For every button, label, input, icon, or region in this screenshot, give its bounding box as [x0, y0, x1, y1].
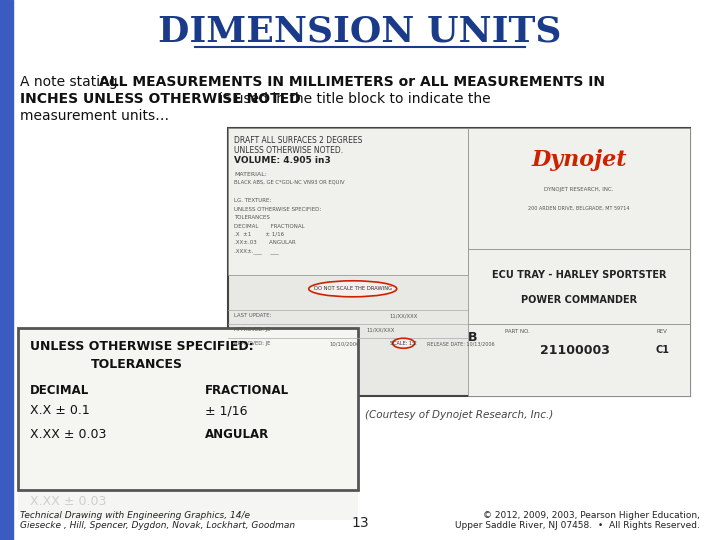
Text: LAST UPDATE:: LAST UPDATE: — [234, 313, 271, 318]
Ellipse shape — [392, 338, 415, 348]
Text: (Courtesy of Dynojet Research, Inc.): (Courtesy of Dynojet Research, Inc.) — [365, 410, 553, 420]
Bar — [228, 128, 690, 396]
Text: APPROVED: JE: APPROVED: JE — [234, 327, 271, 332]
Text: VOLUME: 4.905 in3: VOLUME: 4.905 in3 — [234, 156, 330, 165]
Text: FRACTIONAL: FRACTIONAL — [205, 384, 289, 397]
Text: Dynojet: Dynojet — [531, 149, 627, 171]
Text: X.XX ± 0.03: X.XX ± 0.03 — [30, 428, 107, 441]
Text: 11/XX/XXX: 11/XX/XXX — [390, 313, 418, 318]
Text: DIMENSION UNITS: DIMENSION UNITS — [158, 15, 562, 49]
Text: REV: REV — [657, 329, 667, 334]
Text: 13: 13 — [351, 516, 369, 530]
Text: TOLERANCES: TOLERANCES — [234, 215, 270, 220]
Text: DRAFT ALL SURFACES 2 DEGREES: DRAFT ALL SURFACES 2 DEGREES — [234, 136, 362, 145]
Text: 10/10/2006: 10/10/2006 — [330, 341, 360, 346]
Ellipse shape — [309, 281, 397, 297]
Text: measurement units…: measurement units… — [20, 109, 169, 123]
Text: RELEASE DATE: 10/13/2006: RELEASE DATE: 10/13/2006 — [427, 341, 495, 346]
Text: POWER COMMANDER: POWER COMMANDER — [521, 294, 637, 305]
Text: X.X ± 0.1: X.X ± 0.1 — [30, 404, 90, 417]
Text: PART NO.: PART NO. — [505, 329, 530, 334]
Text: INCHES UNLESS OTHERWISE NOTED: INCHES UNLESS OTHERWISE NOTED — [20, 92, 301, 106]
Text: UNLESS OTHERWISE SPECIFIED:: UNLESS OTHERWISE SPECIFIED: — [30, 340, 253, 353]
Text: X.XX ± 0.03: X.XX ± 0.03 — [30, 495, 107, 508]
Bar — [0, 0, 13, 540]
Text: DECIMAL: DECIMAL — [30, 384, 89, 397]
Text: DO NOT SCALE THE DRAWING: DO NOT SCALE THE DRAWING — [314, 286, 392, 291]
Text: C1: C1 — [655, 346, 670, 355]
Text: © 2012, 2009, 2003, Pearson Higher Education,
Upper Saddle River, NJ 07458.  •  : © 2012, 2009, 2003, Pearson Higher Educa… — [455, 511, 700, 530]
Text: 11/XX/XXX: 11/XX/XXX — [366, 327, 395, 332]
Text: .X  ±1        ± 1/16: .X ±1 ± 1/16 — [234, 232, 284, 237]
Text: is used in the title block to indicate the: is used in the title block to indicate t… — [215, 92, 490, 106]
Bar — [468, 128, 690, 248]
Text: DECIMAL       FRACTIONAL: DECIMAL FRACTIONAL — [234, 224, 305, 229]
Text: LG. TEXTURE:: LG. TEXTURE: — [234, 198, 271, 203]
Text: ECU TRAY - HARLEY SPORTSTER: ECU TRAY - HARLEY SPORTSTER — [492, 271, 667, 280]
Text: B: B — [468, 330, 477, 343]
Text: .XXX±.___     ___: .XXX±.___ ___ — [234, 248, 279, 254]
Text: Technical Drawing with Engineering Graphics, 14/e
Giesecke , Hill, Spencer, Dygd: Technical Drawing with Engineering Graph… — [20, 511, 295, 530]
Text: UNLESS OTHERWISE SPECIFIED:: UNLESS OTHERWISE SPECIFIED: — [234, 207, 321, 212]
Text: MATERIAL:: MATERIAL: — [234, 172, 267, 177]
Text: ANGULAR: ANGULAR — [205, 428, 269, 441]
Text: DYNOJET RESEARCH, INC.: DYNOJET RESEARCH, INC. — [544, 187, 614, 192]
Text: SCALE: 1:2: SCALE: 1:2 — [390, 341, 417, 346]
Text: .XX±.03       ANGULAR: .XX±.03 ANGULAR — [234, 240, 296, 245]
Text: TOLERANCES: TOLERANCES — [91, 358, 183, 371]
Text: UNLESS OTHERWISE NOTED.: UNLESS OTHERWISE NOTED. — [234, 146, 343, 155]
Text: BLACK ABS, GE C*GOL-NC VN93 OR EQUIV: BLACK ABS, GE C*GOL-NC VN93 OR EQUIV — [234, 180, 345, 185]
Text: A note stating: A note stating — [20, 75, 122, 89]
Text: ALL MEASUREMENTS IN MILLIMETERS or ALL MEASUREMENTS IN: ALL MEASUREMENTS IN MILLIMETERS or ALL M… — [99, 75, 605, 89]
Text: ± 1/16: ± 1/16 — [205, 404, 248, 417]
Bar — [468, 323, 690, 396]
Bar — [18, 490, 358, 520]
Bar — [18, 328, 358, 490]
Text: 21100003: 21100003 — [539, 344, 609, 357]
Bar — [228, 128, 468, 275]
Text: APPROVED: JE: APPROVED: JE — [234, 341, 271, 346]
Text: 200 ARDEN DRIVE, BELGRADE, MT 59714: 200 ARDEN DRIVE, BELGRADE, MT 59714 — [528, 206, 630, 211]
Bar — [468, 248, 690, 323]
